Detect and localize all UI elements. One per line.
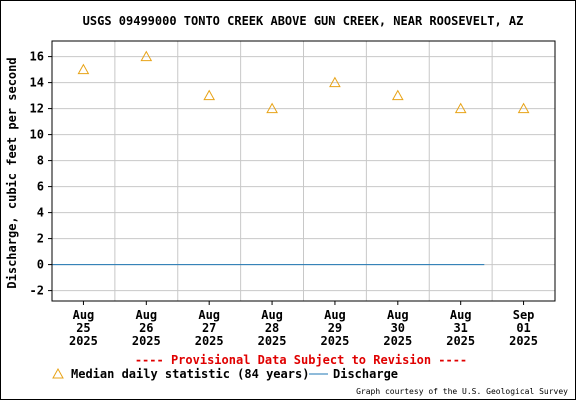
- y-tick-label: 6: [37, 180, 44, 194]
- median-marker: [454, 102, 467, 114]
- x-tick-label: Aug 31 2025: [446, 308, 475, 348]
- median-marker: [203, 89, 216, 101]
- median-marker: [517, 102, 530, 114]
- median-series: [77, 50, 530, 114]
- legend-discharge-label: Discharge: [333, 367, 398, 381]
- median-marker: [391, 89, 404, 101]
- x-tick-label: Aug 27 2025: [195, 308, 224, 348]
- legend: Median daily statistic (84 years) Discha…: [52, 367, 398, 381]
- y-tick-label: 2: [37, 232, 44, 246]
- x-tick-label: Aug 25 2025: [69, 308, 98, 348]
- x-tick-label: Sep 01 2025: [509, 308, 538, 348]
- y-axis-ticks: -2 0 2 4 6 8 10 12 14 16: [30, 50, 52, 298]
- y-tick-label: 16: [30, 50, 44, 64]
- x-axis-ticks: Aug 25 2025 Aug 26 2025 Aug 27 2025 Aug 28 2025 Aug 2…: [69, 301, 538, 348]
- median-marker: [329, 76, 341, 88]
- x-tick-label: Aug 29 2025: [320, 308, 349, 348]
- x-tick-label: Aug 30 2025: [383, 308, 412, 348]
- x-tick-label: Aug 26 2025: [132, 308, 161, 348]
- x-tick-label: Aug 28 2025: [258, 308, 287, 348]
- y-tick-label: 0: [37, 258, 44, 272]
- plot-area-border: [51, 40, 556, 302]
- y-tick-label: 12: [30, 102, 44, 116]
- median-marker: [266, 102, 278, 114]
- y-tick-label: 10: [30, 128, 44, 142]
- provisional-notice: ---- Provisional Data Subject to Revisio…: [135, 353, 467, 367]
- y-axis-label: Discharge, cubic feet per second: [5, 57, 19, 288]
- legend-median-marker: [52, 367, 64, 379]
- y-tick-label: 4: [37, 206, 44, 220]
- credit-text: Graph courtesy of the U.S. Geological Su…: [356, 387, 568, 396]
- y-tick-label: 8: [37, 154, 44, 168]
- chart-title: USGS 09499000 TONTO CREEK ABOVE GUN CREE…: [83, 14, 524, 28]
- grid-lines: [52, 41, 555, 301]
- y-tick-label: 14: [30, 76, 44, 90]
- legend-median-label: Median daily statistic (84 years): [71, 367, 309, 381]
- median-marker: [140, 50, 153, 62]
- median-marker: [77, 63, 90, 75]
- y-tick-label: -2: [30, 284, 44, 298]
